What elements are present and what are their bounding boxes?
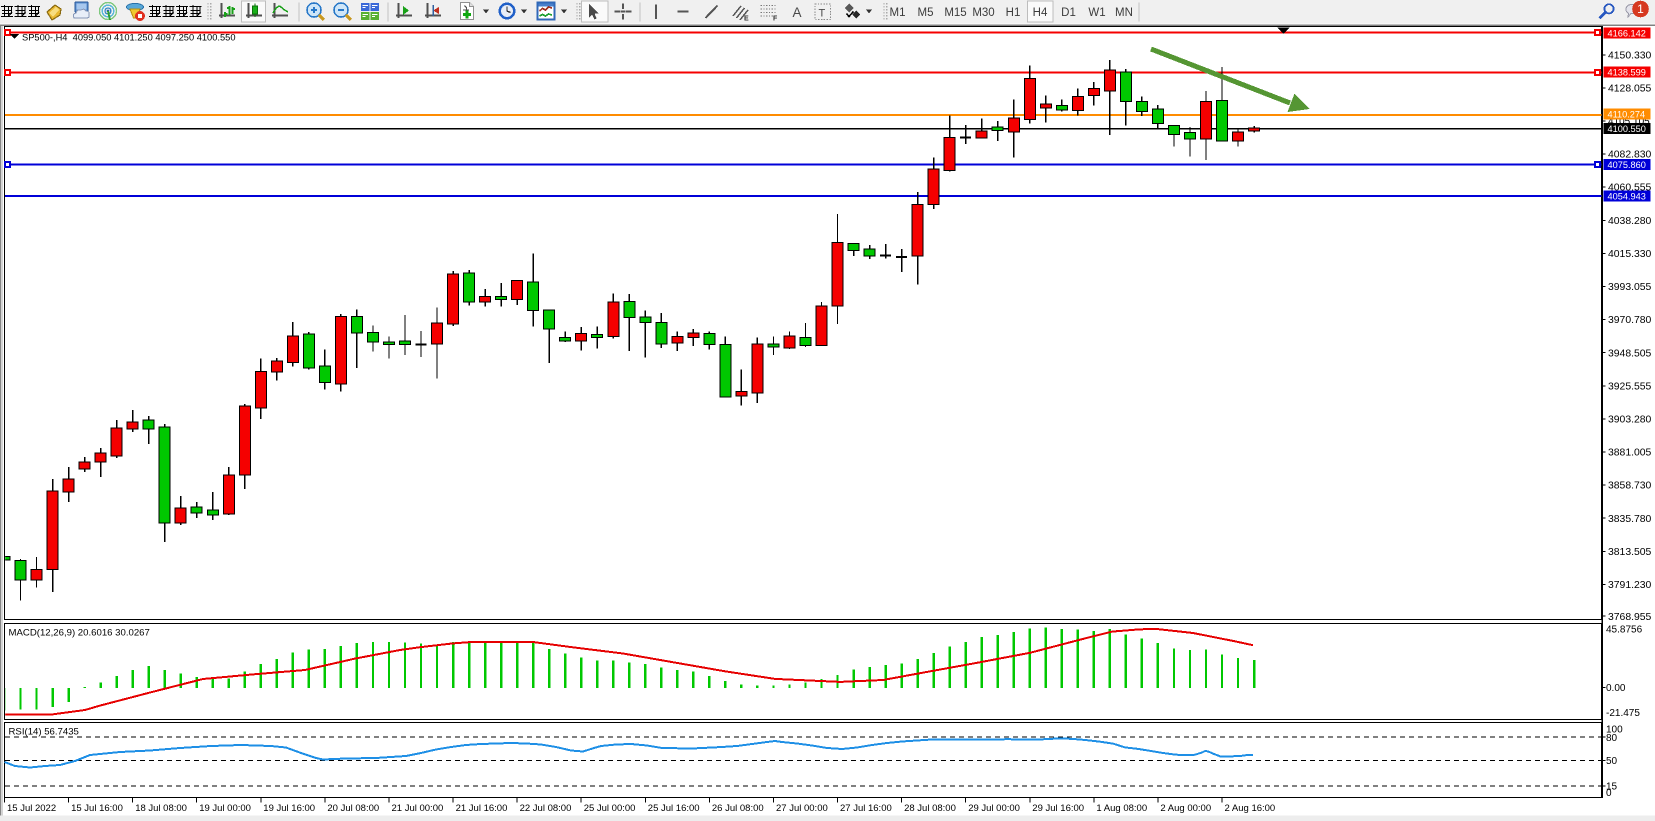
svg-text:MN: MN bbox=[1115, 7, 1133, 19]
svg-text:E: E bbox=[744, 16, 749, 23]
svg-text:3835.780: 3835.780 bbox=[1608, 514, 1652, 525]
svg-text:25 Jul 00:00: 25 Jul 00:00 bbox=[584, 803, 636, 814]
svg-text:0: 0 bbox=[1606, 788, 1612, 799]
svg-text:H1: H1 bbox=[1006, 7, 1021, 19]
svg-text:RSI(14) 56.7435: RSI(14) 56.7435 bbox=[9, 727, 79, 738]
svg-text:M5: M5 bbox=[918, 7, 934, 19]
svg-text:3791.230: 3791.230 bbox=[1608, 580, 1652, 591]
svg-text:2 Aug 16:00: 2 Aug 16:00 bbox=[1225, 803, 1276, 814]
svg-text:A: A bbox=[793, 5, 802, 20]
svg-text:26 Jul 08:00: 26 Jul 08:00 bbox=[712, 803, 764, 814]
svg-text:1: 1 bbox=[1637, 2, 1644, 16]
svg-text:1 Aug 08:00: 1 Aug 08:00 bbox=[1096, 803, 1147, 814]
svg-text:M15: M15 bbox=[944, 7, 966, 19]
svg-text:4054.943: 4054.943 bbox=[1608, 192, 1646, 202]
svg-text:4105.105: 4105.105 bbox=[1608, 116, 1650, 127]
svg-text:100: 100 bbox=[1606, 725, 1623, 736]
svg-text:50: 50 bbox=[1606, 756, 1618, 767]
svg-text:F: F bbox=[773, 16, 778, 23]
svg-text:18 Jul 08:00: 18 Jul 08:00 bbox=[135, 803, 187, 814]
svg-text:4038.280: 4038.280 bbox=[1608, 216, 1652, 227]
svg-text:20 Jul 08:00: 20 Jul 08:00 bbox=[327, 803, 379, 814]
svg-text:3948.505: 3948.505 bbox=[1608, 348, 1652, 359]
svg-text:4060.555: 4060.555 bbox=[1608, 183, 1652, 194]
svg-text:29 Jul 16:00: 29 Jul 16:00 bbox=[1032, 803, 1084, 814]
svg-text:3903.280: 3903.280 bbox=[1608, 415, 1652, 426]
svg-text:W1: W1 bbox=[1088, 7, 1105, 19]
svg-text:4150.330: 4150.330 bbox=[1608, 51, 1652, 62]
svg-text:T: T bbox=[819, 8, 826, 20]
svg-text:MACD(12,26,9) 20.6016 30.0267: MACD(12,26,9) 20.6016 30.0267 bbox=[9, 627, 150, 638]
svg-text:3858.730: 3858.730 bbox=[1608, 481, 1652, 492]
svg-text:4015.330: 4015.330 bbox=[1608, 249, 1652, 260]
svg-text:27 Jul 16:00: 27 Jul 16:00 bbox=[840, 803, 892, 814]
svg-text:-21.475: -21.475 bbox=[1606, 708, 1640, 719]
svg-text:19 Jul 16:00: 19 Jul 16:00 bbox=[263, 803, 315, 814]
svg-text:3970.780: 3970.780 bbox=[1608, 315, 1652, 326]
svg-text:19 Jul 00:00: 19 Jul 00:00 bbox=[199, 803, 251, 814]
svg-text:3813.505: 3813.505 bbox=[1608, 547, 1652, 558]
svg-text:29 Jul 00:00: 29 Jul 00:00 bbox=[968, 803, 1020, 814]
svg-text:4100.550: 4100.550 bbox=[1608, 124, 1646, 134]
svg-text:4138.599: 4138.599 bbox=[1608, 67, 1646, 77]
svg-text:80: 80 bbox=[1606, 733, 1618, 744]
svg-text:0.00: 0.00 bbox=[1606, 683, 1626, 694]
svg-text:SP500-,H4 4099.050 4101.250 4: SP500-,H4 4099.050 4101.250 4097.250 410… bbox=[22, 32, 236, 42]
svg-text:15: 15 bbox=[1606, 782, 1618, 793]
svg-text:M1: M1 bbox=[890, 7, 906, 19]
svg-text:D1: D1 bbox=[1061, 7, 1076, 19]
svg-text:27 Jul 00:00: 27 Jul 00:00 bbox=[776, 803, 828, 814]
svg-text:45.8756: 45.8756 bbox=[1606, 625, 1643, 636]
svg-text:4166.142: 4166.142 bbox=[1608, 28, 1646, 38]
svg-text:3993.055: 3993.055 bbox=[1608, 282, 1652, 293]
svg-text:M30: M30 bbox=[972, 7, 994, 19]
svg-text:21 Jul 16:00: 21 Jul 16:00 bbox=[456, 803, 508, 814]
svg-text:4075.860: 4075.860 bbox=[1608, 160, 1646, 170]
svg-text:4082.830: 4082.830 bbox=[1608, 150, 1652, 161]
svg-text:22 Jul 08:00: 22 Jul 08:00 bbox=[520, 803, 572, 814]
svg-text:3768.955: 3768.955 bbox=[1608, 612, 1652, 623]
svg-text:15 Jul 2022: 15 Jul 2022 bbox=[7, 803, 56, 814]
svg-text:H4: H4 bbox=[1033, 7, 1048, 19]
svg-text:28 Jul 08:00: 28 Jul 08:00 bbox=[904, 803, 956, 814]
svg-text:2 Aug 00:00: 2 Aug 00:00 bbox=[1160, 803, 1211, 814]
svg-text:15 Jul 16:00: 15 Jul 16:00 bbox=[71, 803, 123, 814]
svg-text:21 Jul 00:00: 21 Jul 00:00 bbox=[392, 803, 444, 814]
svg-text:4110.274: 4110.274 bbox=[1608, 109, 1646, 119]
svg-text:3881.005: 3881.005 bbox=[1608, 448, 1652, 459]
svg-text:3925.555: 3925.555 bbox=[1608, 381, 1652, 392]
svg-text:4128.055: 4128.055 bbox=[1608, 84, 1652, 95]
svg-text:25 Jul 16:00: 25 Jul 16:00 bbox=[648, 803, 700, 814]
